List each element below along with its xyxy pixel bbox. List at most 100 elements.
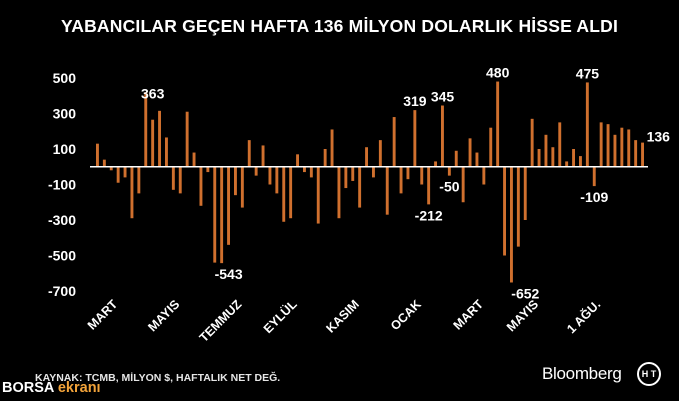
- bar-15: [199, 166, 203, 206]
- bar-36: [344, 166, 348, 189]
- data-label: -50: [439, 179, 459, 195]
- bar-17: [213, 166, 217, 263]
- bar-41: [378, 140, 382, 167]
- bar-31: [309, 166, 313, 178]
- bar-61: [516, 166, 520, 247]
- source-note: KAYNAK: TCMB, MİLYON $, HAFTALIK NET DEĞ…: [35, 372, 281, 384]
- x-tick-label: MART: [85, 297, 121, 333]
- bar-74: [606, 124, 610, 167]
- bar-63: [530, 118, 534, 167]
- bar-5: [130, 166, 134, 219]
- bar-56: [482, 166, 486, 185]
- bar-8: [151, 119, 155, 167]
- bar-60: [510, 166, 513, 283]
- bar-52: [454, 150, 458, 167]
- bar-70: [579, 156, 582, 167]
- x-tick-label: KASIM: [323, 297, 361, 335]
- y-tick-label: -100: [48, 177, 76, 193]
- bar-53: [461, 166, 465, 203]
- data-label: -543: [215, 266, 243, 282]
- x-tick-label: MART: [451, 297, 487, 333]
- bar-6: [137, 166, 141, 194]
- bar-3: [116, 166, 120, 183]
- bar-55: [475, 152, 479, 167]
- bar-34: [330, 129, 334, 167]
- bar-48: [427, 166, 431, 205]
- bar-7: [144, 92, 148, 167]
- bar-39: [365, 147, 368, 167]
- bar-42: [385, 166, 389, 215]
- x-tick-label: MAYIS: [145, 297, 182, 334]
- bar-16: [206, 166, 210, 173]
- bar-1: [102, 159, 106, 167]
- y-axis-labels: 500 300 100 -100 -300 -500 -700: [48, 70, 76, 299]
- data-label: 319: [403, 93, 427, 109]
- y-tick-label: 100: [53, 141, 77, 157]
- x-axis-labels: MART MAYIS TEMMUZ EYLÜL KASIM OCAK MART MAYIS 1 …: [85, 296, 603, 345]
- bar-35: [337, 166, 341, 219]
- bar-58: [496, 81, 500, 167]
- bar-37: [351, 166, 355, 181]
- bar-66: [551, 147, 555, 167]
- x-tick-label: TEMMUZ: [197, 297, 245, 345]
- bar-0: [96, 143, 99, 167]
- chart-title: YABANCILAR GEÇEN HAFTA 136 MİLYON DOLARL…: [60, 16, 619, 36]
- bar-76: [620, 127, 624, 167]
- data-label: -212: [415, 207, 443, 223]
- bar-24: [261, 145, 265, 167]
- bar-9: [158, 110, 161, 167]
- y-tick-label: 300: [53, 106, 77, 122]
- bar-12: [178, 166, 182, 194]
- watermark-part2: ekranı: [57, 380, 101, 396]
- bar-4: [123, 166, 127, 178]
- y-tick-label: -700: [48, 283, 76, 299]
- data-label: 475: [576, 65, 600, 81]
- bar-47: [420, 166, 424, 185]
- bar-44: [399, 166, 403, 194]
- bar-54: [468, 138, 472, 167]
- bar-73: [599, 122, 603, 167]
- bar-67: [558, 122, 562, 167]
- bar-27: [282, 166, 286, 222]
- bar-29: [296, 154, 299, 167]
- y-tick-label: -300: [48, 212, 76, 228]
- bar-11: [171, 166, 175, 190]
- bar-75: [613, 134, 617, 167]
- data-label: 136: [647, 129, 671, 145]
- bar-64: [537, 149, 541, 167]
- bar-23: [254, 166, 258, 176]
- bar-40: [372, 166, 375, 178]
- bloomberg-logo: Bloomberg: [542, 364, 622, 383]
- bar-13: [185, 111, 189, 167]
- x-tick-label: 1 AĞU.: [564, 297, 604, 337]
- data-label: 363: [141, 85, 165, 101]
- bar-71: [585, 82, 589, 167]
- bar-50: [441, 105, 444, 167]
- bar-79: [641, 142, 644, 167]
- bar-32: [316, 166, 320, 224]
- bar-51: [447, 166, 451, 176]
- bar-72: [592, 166, 596, 187]
- bar-62: [523, 166, 527, 220]
- bar-46: [413, 110, 417, 167]
- ht-badge-icon: H T: [637, 362, 661, 386]
- x-tick-label: OCAK: [388, 297, 424, 333]
- y-tick-label: 500: [53, 70, 77, 86]
- bar-28: [289, 166, 293, 219]
- bars-group: [96, 81, 644, 283]
- bar-77: [627, 129, 631, 167]
- y-tick-label: -500: [48, 248, 76, 264]
- bar-78: [634, 140, 638, 167]
- bar-21: [240, 166, 244, 208]
- bar-14: [192, 152, 196, 167]
- bar-25: [268, 166, 272, 185]
- bar-33: [323, 149, 327, 167]
- data-label: 345: [431, 89, 455, 105]
- bar-43: [392, 117, 396, 167]
- bar-30: [303, 166, 306, 173]
- bar-65: [544, 134, 548, 167]
- bar-38: [358, 166, 362, 208]
- x-tick-label: MAYIS: [504, 297, 541, 334]
- bar-18: [220, 166, 224, 264]
